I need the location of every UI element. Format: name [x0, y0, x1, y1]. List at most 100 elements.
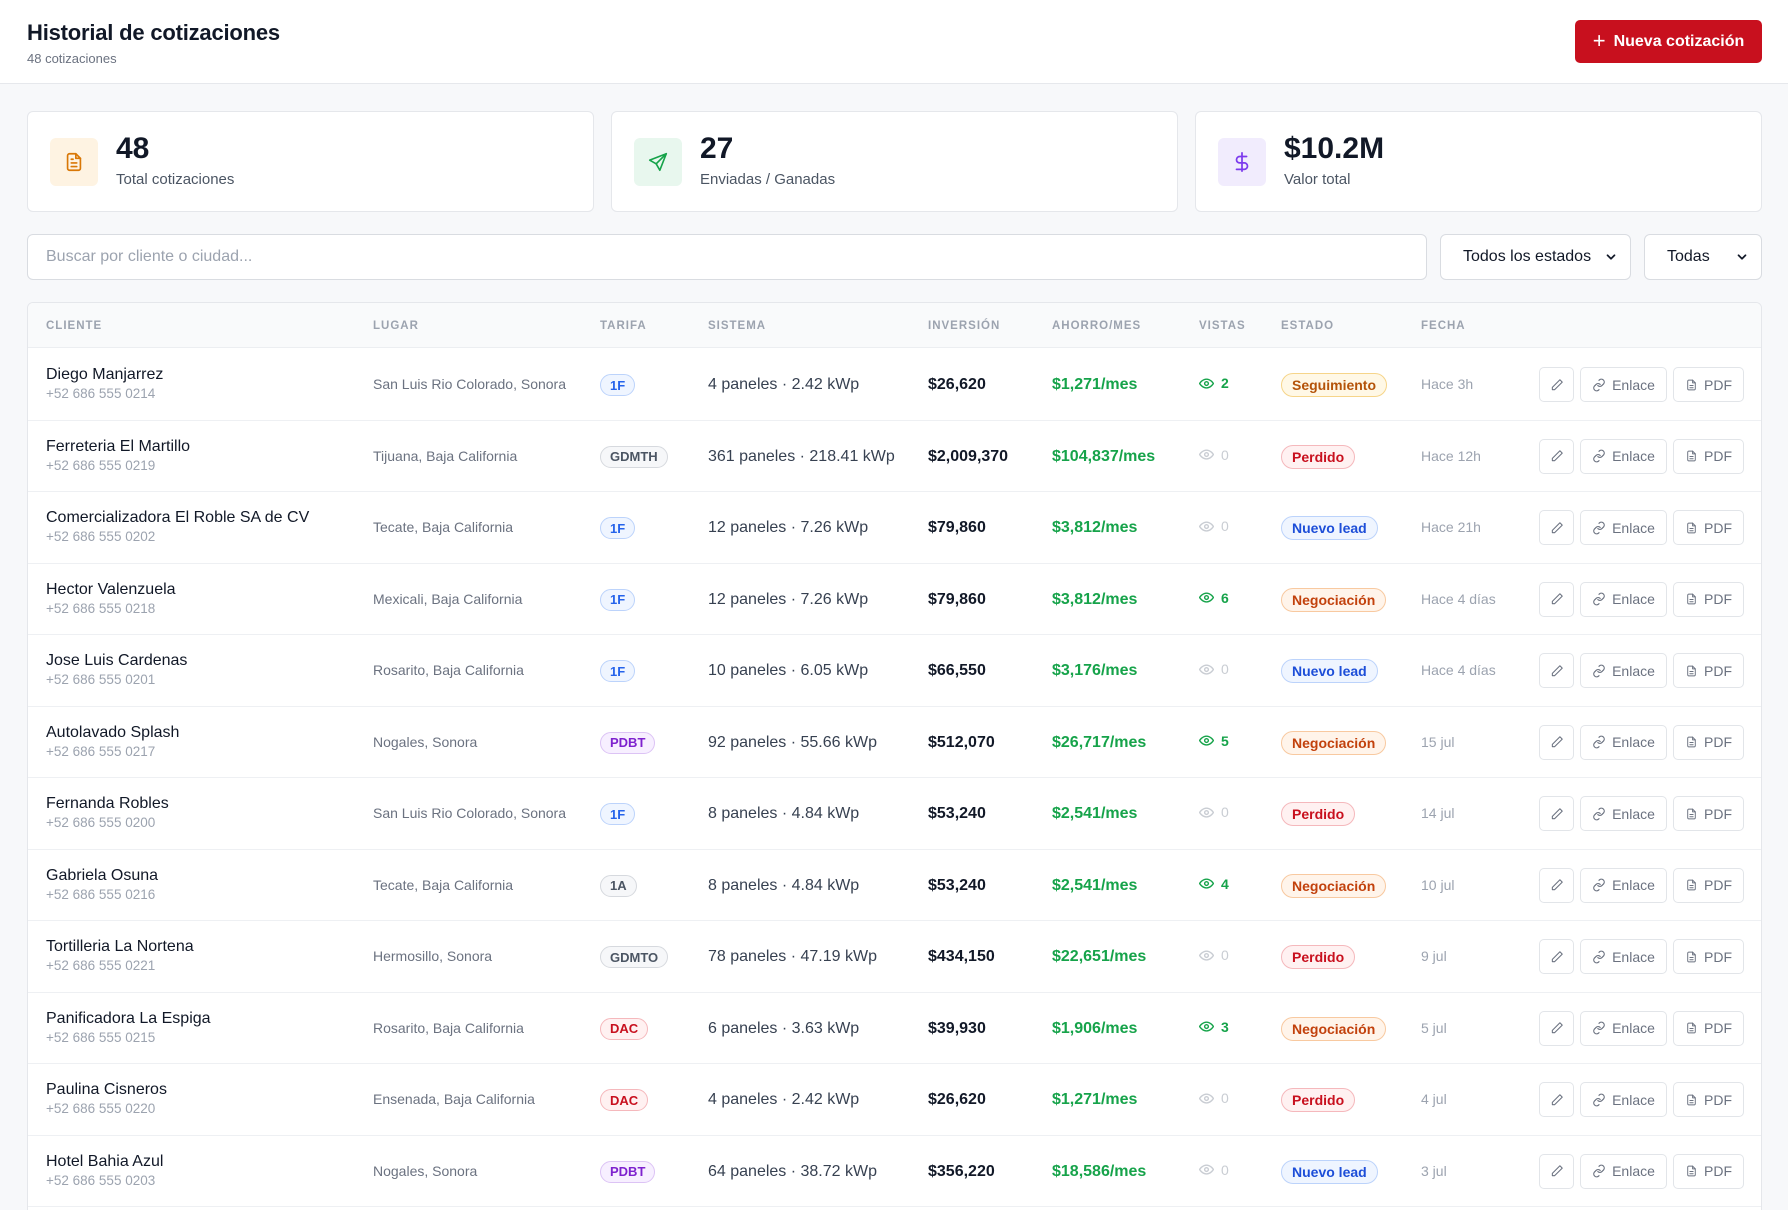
- document-icon: [1685, 807, 1698, 821]
- views-count: 5: [1199, 733, 1229, 749]
- link-button[interactable]: Enlace: [1580, 1010, 1667, 1046]
- search-input[interactable]: [27, 234, 1427, 280]
- edit-button[interactable]: [1539, 1082, 1574, 1117]
- table-row[interactable]: Comercializadora El Roble SA de CV +52 68…: [28, 492, 1761, 564]
- link-icon: [1592, 1093, 1606, 1107]
- views-number: 4: [1221, 875, 1229, 892]
- pdf-button[interactable]: PDF: [1673, 724, 1744, 760]
- link-button[interactable]: Enlace: [1580, 1153, 1667, 1189]
- table-row[interactable]: Fernanda Robles +52 686 555 0200 San Luis …: [28, 778, 1761, 850]
- period-filter-select[interactable]: Todas: [1644, 234, 1762, 280]
- client-name: Hector Valenzuela: [46, 580, 176, 598]
- link-button[interactable]: Enlace: [1580, 510, 1667, 545]
- chevron-down-icon: [1606, 254, 1616, 260]
- link-button[interactable]: Enlace: [1580, 939, 1667, 974]
- document-icon: [1685, 521, 1698, 535]
- table-row[interactable]: Gabriela Osuna +52 686 555 0216 Tecate, Ba…: [28, 850, 1761, 921]
- link-label: Enlace: [1612, 1163, 1655, 1179]
- edit-button[interactable]: [1539, 724, 1574, 760]
- edit-button[interactable]: [1539, 581, 1574, 617]
- investment-value: $26,620: [928, 376, 986, 393]
- client-name: Ferreteria El Martillo: [46, 437, 191, 455]
- link-button[interactable]: Enlace: [1580, 581, 1667, 617]
- link-label: Enlace: [1612, 948, 1655, 965]
- pdf-button[interactable]: PDF: [1673, 367, 1744, 402]
- eye-icon: [1199, 876, 1214, 891]
- dollar-icon: [1218, 138, 1266, 186]
- table-row[interactable]: Panificadora La Espiga +52 686 555 0215 Ro…: [28, 993, 1761, 1064]
- pdf-button[interactable]: PDF: [1673, 581, 1744, 617]
- quote-date: Hace 4 días: [1421, 590, 1496, 607]
- pdf-button[interactable]: PDF: [1673, 867, 1744, 903]
- savings-value: $1,271/mes: [1052, 1091, 1138, 1108]
- link-button[interactable]: Enlace: [1580, 653, 1667, 688]
- views-number: 2: [1221, 375, 1229, 391]
- pdf-label: PDF: [1704, 519, 1732, 536]
- new-quote-button[interactable]: + Nueva cotización: [1575, 20, 1762, 63]
- pencil-icon: [1550, 1093, 1564, 1107]
- table-row[interactable]: Diego Manjarrez +52 686 555 0214 San Luis …: [28, 349, 1761, 421]
- link-icon: [1592, 592, 1606, 606]
- pdf-button[interactable]: PDF: [1673, 510, 1744, 545]
- link-button[interactable]: Enlace: [1580, 367, 1667, 402]
- pdf-button[interactable]: PDF: [1673, 653, 1744, 688]
- client-place: Mexicali, Baja California: [373, 590, 523, 607]
- pdf-button[interactable]: PDF: [1673, 1082, 1744, 1117]
- link-button[interactable]: Enlace: [1580, 796, 1667, 831]
- link-button[interactable]: Enlace: [1580, 867, 1667, 903]
- pdf-button[interactable]: PDF: [1673, 796, 1744, 831]
- edit-button[interactable]: [1539, 867, 1574, 903]
- quote-date: 4 jul: [1421, 1091, 1447, 1107]
- table-row[interactable]: Ferreteria El Martillo +52 686 555 0219 Ti…: [28, 421, 1761, 492]
- table-row[interactable]: Tortilleria La Nortena +52 686 555 0221 He…: [28, 921, 1761, 993]
- tariff-badge: 1F: [600, 803, 636, 825]
- link-button[interactable]: Enlace: [1580, 724, 1667, 760]
- table-row[interactable]: Hector Valenzuela +52 686 555 0218 Mexical…: [28, 564, 1761, 635]
- client-phone: +52 686 555 0214: [46, 386, 156, 401]
- status-filter-select[interactable]: Todos los estados: [1440, 234, 1631, 280]
- pencil-icon: [1550, 1164, 1564, 1178]
- status-badge: Negociación: [1281, 587, 1387, 612]
- savings-value: $1,906/mes: [1052, 1019, 1138, 1037]
- views-number: 5: [1221, 732, 1229, 749]
- edit-button[interactable]: [1539, 438, 1574, 474]
- edit-button[interactable]: [1539, 939, 1574, 974]
- table-row[interactable]: Jose Luis Cardenas +52 686 555 0201 Rosari…: [28, 635, 1761, 707]
- investment-value: $26,620: [928, 1091, 986, 1108]
- client-phone: +52 686 555 0217: [46, 743, 156, 759]
- table-row[interactable]: Autolavado Splash +52 686 555 0217 Nogales…: [28, 707, 1761, 778]
- pencil-icon: [1550, 521, 1564, 535]
- pdf-label: PDF: [1704, 1020, 1732, 1036]
- client-place: Ensenada, Baja California: [373, 1091, 535, 1107]
- edit-button[interactable]: [1539, 653, 1574, 688]
- pdf-button[interactable]: PDF: [1673, 438, 1744, 474]
- quote-date: 3 jul: [1421, 1162, 1447, 1179]
- pdf-label: PDF: [1704, 448, 1732, 464]
- link-button[interactable]: Enlace: [1580, 1082, 1667, 1117]
- pdf-button[interactable]: PDF: [1673, 939, 1744, 974]
- status-badge: Perdido: [1281, 945, 1356, 969]
- investment-value: $53,240: [928, 805, 986, 822]
- edit-button[interactable]: [1539, 367, 1574, 402]
- system-size: 8 paneles · 4.84 kWp: [708, 876, 860, 894]
- eye-icon: [1199, 447, 1214, 462]
- edit-button[interactable]: [1539, 1153, 1574, 1189]
- client-phone: +52 686 555 0219: [46, 457, 156, 473]
- views-count: 0: [1199, 661, 1229, 677]
- column-header-lugar: LUGAR: [373, 320, 419, 332]
- pdf-button[interactable]: PDF: [1673, 1153, 1744, 1189]
- status-badge: Nuevo lead: [1281, 659, 1378, 683]
- edit-button[interactable]: [1539, 510, 1574, 545]
- edit-button[interactable]: [1539, 796, 1574, 831]
- table-row[interactable]: Paulina Cisneros +52 686 555 0220 Ensenada…: [28, 1064, 1761, 1136]
- link-button[interactable]: Enlace: [1580, 438, 1667, 474]
- quote-date: 9 jul: [1421, 948, 1447, 964]
- client-phone: +52 686 555 0203: [46, 1172, 156, 1188]
- quote-date: Hace 3h: [1421, 376, 1474, 392]
- pencil-icon: [1550, 378, 1564, 392]
- edit-button[interactable]: [1539, 1010, 1574, 1046]
- client-phone: +52 686 555 0215: [46, 1029, 156, 1045]
- link-label: Enlace: [1612, 591, 1655, 607]
- table-row[interactable]: Hotel Bahia Azul +52 686 555 0203 Nogales,…: [28, 1136, 1761, 1207]
- pdf-button[interactable]: PDF: [1673, 1010, 1744, 1046]
